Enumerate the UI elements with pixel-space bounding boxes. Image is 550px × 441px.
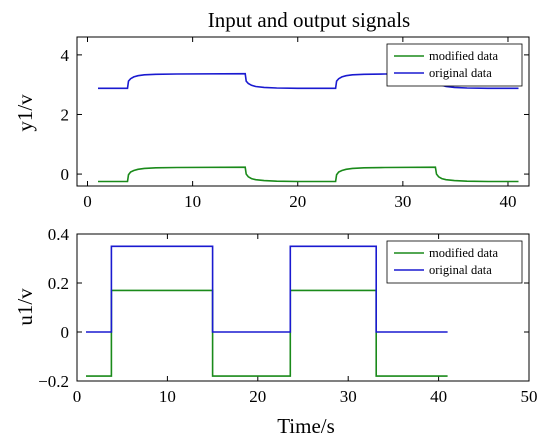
- top-chart-frame: [76, 36, 530, 187]
- bottom-chart-ytick-label: 0.2: [48, 274, 69, 293]
- bottom-chart-legend: modified data original data: [386, 240, 523, 284]
- top-chart-ylabel: y1/v: [13, 94, 37, 132]
- top-chart-xtick-label: 40: [499, 192, 516, 211]
- bottom-chart-xtick-label: 30: [340, 387, 357, 406]
- bottom-chart-frame: [76, 233, 530, 382]
- bottom-chart-series: [86, 245, 448, 377]
- bottom-chart-legend-label: modified data: [429, 246, 499, 260]
- bottom-chart-legend-label: original data: [429, 263, 492, 277]
- top-chart-legend-label: original data: [429, 66, 492, 80]
- top-chart: Input and output signals y1/v 0 10 20 30 400…: [13, 8, 530, 211]
- bottom-chart-xlabel: Time/s: [277, 414, 335, 438]
- top-chart-xtick-label: 0: [83, 192, 92, 211]
- bottom-chart-xtick-label: 0: [73, 387, 82, 406]
- bottom-chart-series-original-data-line: [86, 245, 448, 333]
- top-chart-xtick-label: 30: [394, 192, 411, 211]
- bottom-chart-ylabel: u1/v: [13, 288, 37, 326]
- top-chart-ytick-label: 0: [61, 165, 70, 184]
- bottom-chart-xtick-label: 20: [249, 387, 266, 406]
- top-chart-ytick-label: 2: [61, 105, 70, 124]
- top-chart-legend: modified data original data: [386, 43, 523, 87]
- bottom-chart-ytick-label: −0.2: [38, 372, 69, 391]
- bottom-chart-xtick-label: 50: [521, 387, 538, 406]
- bottom-chart-series-modified-data-line: [86, 289, 448, 377]
- top-chart-legend-label: modified data: [429, 49, 499, 63]
- top-chart-ytick-label: 4: [61, 46, 70, 65]
- bottom-chart-xtick-label: 10: [159, 387, 176, 406]
- top-chart-ticks: 0 10 20 30 40 0 2 4: [61, 37, 529, 211]
- top-chart-legend-box: [386, 43, 523, 87]
- top-chart-xtick-label: 20: [289, 192, 306, 211]
- top-chart-series-modified-data-line: [98, 166, 519, 183]
- top-chart-title: Input and output signals: [208, 8, 410, 32]
- top-chart-xtick-label: 10: [184, 192, 201, 211]
- bottom-chart-ytick-label: 0: [61, 323, 70, 342]
- bottom-chart-ytick-label: 0.4: [48, 225, 70, 244]
- bottom-chart: u1/v Time/s 0 10 20 30 40 50−0.200.20.4 modif…: [13, 225, 538, 438]
- bottom-chart-xtick-label: 40: [430, 387, 447, 406]
- bottom-chart-legend-box: [386, 240, 523, 284]
